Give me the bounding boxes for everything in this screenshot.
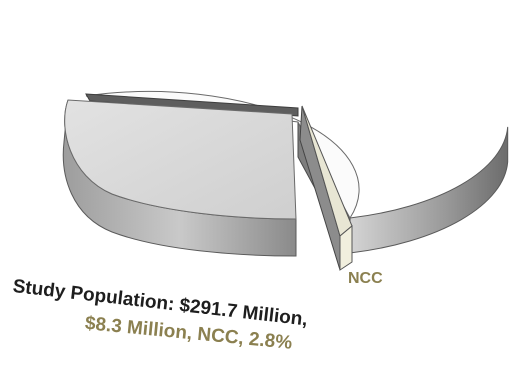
pie-slice-main-top <box>85 90 360 219</box>
pie-slice-ncc-edge <box>339 224 353 271</box>
pie-slice-wedge-top <box>64 99 297 220</box>
pie-slice-ncc <box>299 105 353 271</box>
ncc-slice-label: NCC <box>348 270 383 287</box>
pie-slice-wedge-back-face <box>85 93 299 117</box>
pie-slice-main-side <box>349 126 509 254</box>
pie-slice-wedge <box>62 93 299 257</box>
